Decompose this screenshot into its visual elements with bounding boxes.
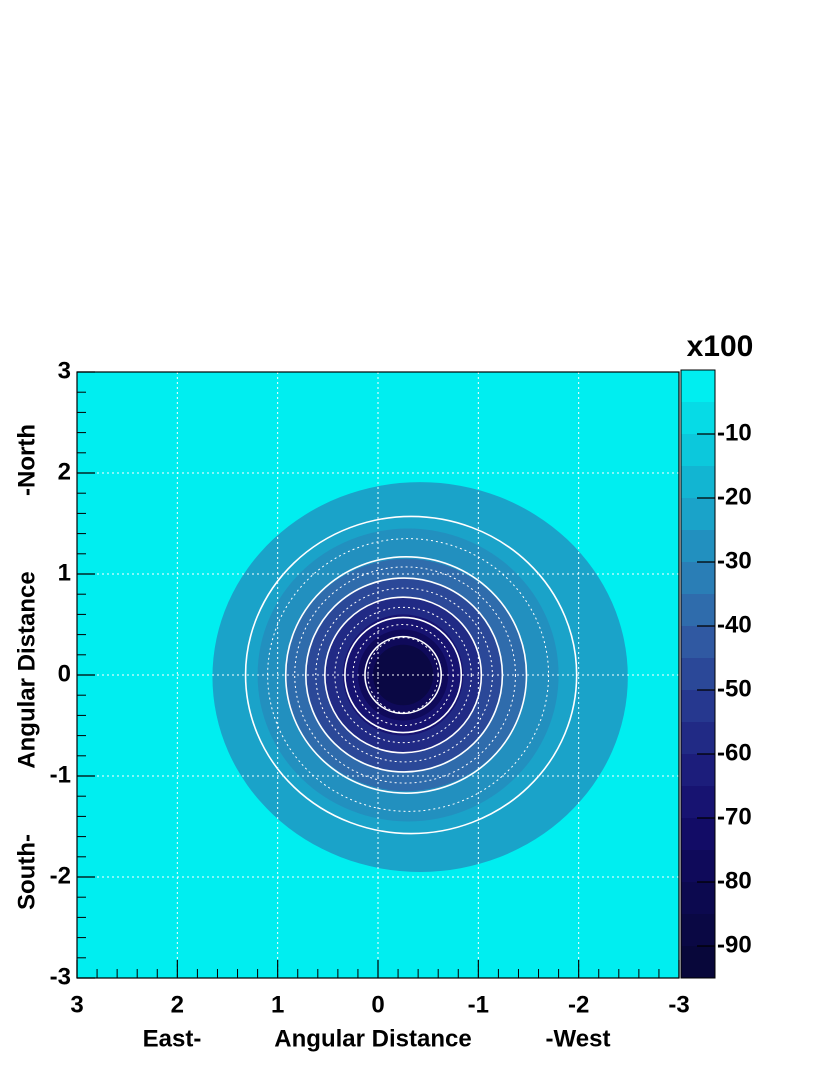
contour-line <box>284 556 528 794</box>
y-tick-label: -2 <box>50 862 71 889</box>
colorbar-band <box>681 658 715 690</box>
contour-line <box>324 596 483 754</box>
colorbar-band <box>681 786 715 818</box>
colorbar-band <box>681 466 715 498</box>
colorbar-band <box>681 882 715 914</box>
x-label: East- <box>143 1025 202 1052</box>
y-label: South- <box>13 834 40 910</box>
colorbar-band <box>681 850 715 882</box>
contour-line <box>344 616 463 734</box>
colorbar-tick-label: -90 <box>717 931 752 958</box>
y-tick-label: -3 <box>50 963 71 990</box>
y-tick-label: 0 <box>58 660 71 687</box>
contour-line <box>244 515 578 835</box>
colorbar-band <box>681 498 715 530</box>
colorbar-band <box>681 562 715 594</box>
colorbar-band <box>681 946 715 978</box>
contour-fill <box>212 482 628 872</box>
colorbar-tick-label: -60 <box>717 739 752 766</box>
x-label: Angular Distance <box>274 1025 471 1052</box>
x-tick-label: 0 <box>371 991 384 1018</box>
colorbar-band <box>681 914 715 946</box>
colorbar-band <box>681 818 715 850</box>
y-label: Angular Distance <box>13 571 40 768</box>
colorbar-frame <box>680 369 716 979</box>
colorbar-tick-label: -80 <box>717 867 752 894</box>
x-label: -West <box>546 1025 611 1052</box>
colorbar-tick-label: -10 <box>717 419 752 446</box>
colorbar-band <box>681 722 715 754</box>
z-multiplier: x100 <box>687 330 754 363</box>
y-tick-label: 2 <box>58 458 71 485</box>
contour-line <box>364 635 443 715</box>
colorbar-band <box>681 626 715 658</box>
y-tick-label: 1 <box>58 559 71 586</box>
colorbar-band <box>681 370 715 402</box>
y-tick-label: -1 <box>50 761 71 788</box>
colorbar-band <box>681 690 715 722</box>
colorbar-band <box>681 530 715 562</box>
plot-area <box>76 371 680 979</box>
x-tick-label: -1 <box>468 991 489 1018</box>
colorbar-tick-label: -50 <box>717 675 752 702</box>
contour-line <box>334 606 472 744</box>
colorbar-tick-label: -30 <box>717 547 752 574</box>
colorbar-band <box>681 594 715 626</box>
y-tick-label: 3 <box>58 357 71 384</box>
colorbar-tick-label: -40 <box>717 611 752 638</box>
x-tick-label: 2 <box>171 991 184 1018</box>
x-tick-label: -3 <box>668 991 689 1018</box>
x-tick-label: -2 <box>568 991 589 1018</box>
y-label: -North <box>13 424 40 496</box>
plot-frame <box>76 371 680 979</box>
x-tick-label: 3 <box>70 991 83 1018</box>
x-tick-label: 1 <box>271 991 284 1018</box>
colorbar-band <box>681 754 715 786</box>
contour-line <box>294 566 516 784</box>
colorbar-band <box>681 402 715 434</box>
colorbar-tick-label: -70 <box>717 803 752 830</box>
colorbar-band <box>681 434 715 466</box>
colorbar-tick-label: -20 <box>717 483 752 510</box>
